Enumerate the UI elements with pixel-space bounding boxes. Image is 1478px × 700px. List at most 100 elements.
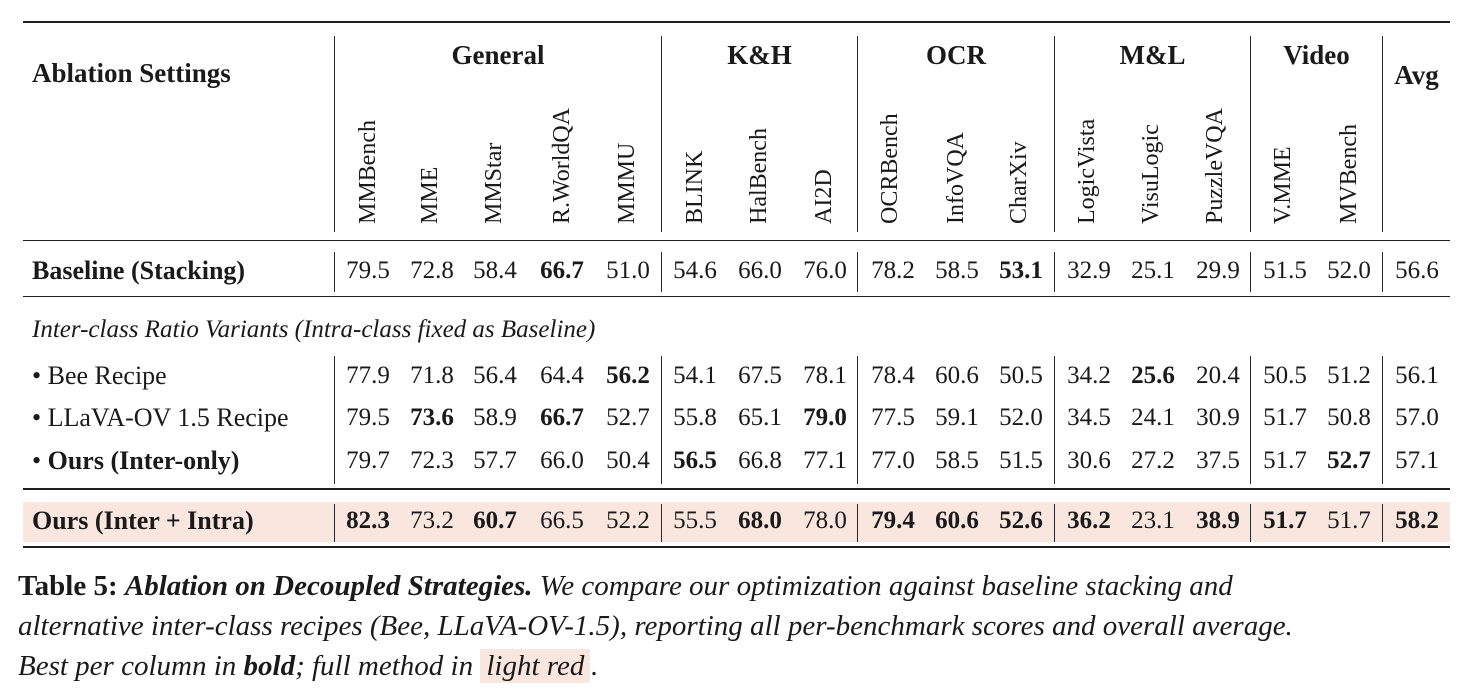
llava-recipe-cell: 59.1	[935, 404, 979, 431]
vsep-ocr-baseline	[1054, 252, 1055, 292]
ours-inter-intra-cell: 60.7	[473, 507, 517, 534]
ours-inter-intra-cell: 36.2	[1067, 507, 1111, 534]
vsep-ml-variants	[1250, 356, 1251, 484]
caption-line-3: Best per column in bold; full method in …	[18, 646, 1468, 686]
group-header-video: Video	[1283, 40, 1350, 70]
vsep-general-variants	[661, 356, 662, 484]
col-header-logicvista: LogicVista	[1074, 118, 1100, 224]
variant-row-label-llava: • LLaVA-OV 1.5 Recipe	[32, 403, 289, 433]
ours-inter-only-cell: 66.8	[738, 447, 782, 474]
caption-table-number: Table 5:	[18, 570, 118, 602]
ours-row-highlight	[23, 502, 1450, 542]
baseline-cell: 29.9	[1196, 257, 1240, 284]
llava-recipe-cell: 50.8	[1327, 404, 1371, 431]
vsep-settings-variants	[334, 356, 335, 484]
bee-recipe-cell: 34.2	[1067, 362, 1111, 389]
baseline-cell: 51.0	[606, 257, 650, 284]
ours-row-label: Ours (Inter + Intra)	[32, 506, 254, 535]
caption-line2-text: alternative inter-class recipes (Bee, LL…	[18, 610, 1293, 642]
vsep-kh-variants	[857, 356, 858, 484]
llava-recipe-cell: 77.5	[871, 404, 915, 431]
group-header-ml: M&L	[1119, 40, 1186, 70]
llava-recipe-cell: 51.7	[1263, 404, 1307, 431]
caption-bold-word: bold	[243, 650, 296, 682]
bee-recipe-cell: 20.4	[1196, 362, 1240, 389]
caption-line-1: Table 5: Ablation on Decoupled Strategie…	[18, 566, 1468, 606]
ours-inter-only-cell: 72.3	[410, 447, 454, 474]
ours-inter-only-cell: 50.4	[606, 447, 650, 474]
llava-recipe-cell: 66.7	[540, 404, 584, 431]
baseline-cell: 78.2	[871, 257, 915, 284]
vsep-ml-ours	[1250, 504, 1251, 542]
ours-inter-intra-cell: 38.9	[1196, 507, 1240, 534]
baseline-cell: 32.9	[1067, 257, 1111, 284]
bee-recipe-cell: 78.4	[871, 362, 915, 389]
ours-inter-intra-cell: 82.3	[346, 507, 390, 534]
ours-inter-only-cell: 37.5	[1196, 447, 1240, 474]
ours-inter-only-cell: 57.1	[1395, 447, 1439, 474]
baseline-cell: 76.0	[803, 257, 847, 284]
col-header-mvbench: MVBench	[1336, 124, 1362, 224]
ours-inter-only-cell: 30.6	[1067, 447, 1111, 474]
caption-line-2: alternative inter-class recipes (Bee, LL…	[18, 606, 1468, 646]
bee-recipe-cell: 67.5	[738, 362, 782, 389]
llava-recipe-cell: 57.0	[1395, 404, 1439, 431]
section-label: Inter-class Ratio Variants (Intra-class …	[32, 316, 596, 343]
bullet: •	[32, 361, 42, 390]
variant-label: LLaVA-OV 1.5 Recipe	[47, 403, 289, 432]
vsep-video-variants	[1382, 356, 1383, 484]
baseline-cell: 66.0	[738, 257, 782, 284]
baseline-rule	[23, 296, 1450, 297]
ours-inter-only-cell: 51.7	[1263, 447, 1307, 474]
baseline-cell: 25.1	[1131, 257, 1175, 284]
ours-inter-intra-cell: 55.5	[673, 507, 717, 534]
bee-recipe-cell: 78.1	[803, 362, 847, 389]
vsep-general	[661, 36, 662, 232]
baseline-cell: 56.6	[1395, 257, 1439, 284]
caption-line3-mid: ; full method in	[295, 650, 474, 682]
baseline-cell: 58.4	[473, 257, 517, 284]
group-header-kh: K&H	[727, 40, 792, 70]
col-header-vmme: V.MME	[1270, 146, 1296, 224]
vsep-video-baseline	[1382, 252, 1383, 292]
bee-recipe-cell: 50.5	[1263, 362, 1307, 389]
vsep-general-baseline	[661, 252, 662, 292]
caption-highlight-swatch: light red	[480, 649, 591, 683]
ours-inter-only-cell: 52.7	[1327, 447, 1371, 474]
ours-inter-only-cell: 27.2	[1131, 447, 1175, 474]
variant-row-label-ours-inter: • Ours (Inter-only)	[32, 446, 239, 476]
bee-recipe-cell: 64.4	[540, 362, 584, 389]
ours-inter-intra-cell: 60.6	[935, 507, 979, 534]
ours-inter-only-cell: 79.7	[346, 447, 390, 474]
ours-inter-intra-cell: 58.2	[1395, 507, 1439, 534]
col-header-ai2d: AI2D	[811, 169, 837, 224]
col-header-mmmu: MMMU	[614, 142, 640, 224]
baseline-cell: 53.1	[999, 257, 1043, 284]
col-header-rworldqa: R.WorldQA	[549, 107, 575, 224]
vsep-ml-baseline	[1250, 252, 1251, 292]
bee-recipe-cell: 50.5	[999, 362, 1043, 389]
llava-recipe-cell: 30.9	[1196, 404, 1240, 431]
col-header-halbench: HalBench	[746, 128, 772, 224]
col-header-mme: MME	[417, 166, 443, 224]
caption-line3-pre: Best per column in	[18, 650, 237, 682]
llava-recipe-cell: 34.5	[1067, 404, 1111, 431]
vsep-ml	[1250, 36, 1251, 232]
ours-inter-only-cell: 77.1	[803, 447, 847, 474]
vsep-video-ours	[1382, 504, 1383, 542]
col-header-mmbench: MMBench	[355, 120, 381, 224]
baseline-cell: 51.5	[1263, 257, 1307, 284]
vsep-settings-ours	[334, 504, 335, 542]
ours-inter-intra-cell: 68.0	[738, 507, 782, 534]
ours-inter-intra-cell: 23.1	[1131, 507, 1175, 534]
ours-inter-intra-cell: 52.6	[999, 507, 1043, 534]
variant-label: Ours (Inter-only)	[47, 446, 240, 475]
vsep-kh-ours	[857, 504, 858, 542]
vsep-kh	[857, 36, 858, 232]
ours-inter-only-cell: 66.0	[540, 447, 584, 474]
llava-recipe-cell: 24.1	[1131, 404, 1175, 431]
vsep-kh-baseline	[857, 252, 858, 292]
col-header-ocrbench: OCRBench	[877, 113, 903, 224]
baseline-row-label: Baseline (Stacking)	[32, 256, 246, 285]
bee-recipe-cell: 77.9	[346, 362, 390, 389]
